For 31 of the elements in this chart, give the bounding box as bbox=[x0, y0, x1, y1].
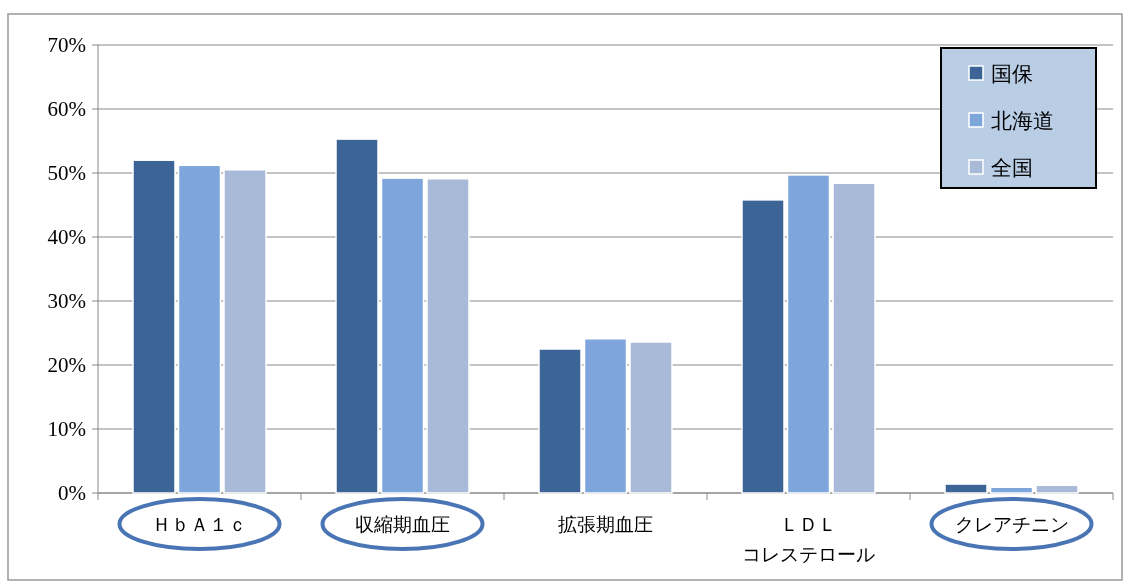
y-tick-label: 30% bbox=[47, 289, 86, 313]
bar bbox=[538, 348, 582, 494]
bar bbox=[832, 182, 876, 494]
bar bbox=[1035, 484, 1079, 494]
bar bbox=[583, 338, 628, 494]
x-tick-label: 拡張期血圧 bbox=[558, 513, 653, 535]
x-tick-label: ＨｂＡ１ｃ bbox=[152, 513, 247, 535]
bar bbox=[944, 483, 988, 494]
bar bbox=[380, 177, 425, 494]
y-tick-label: 70% bbox=[47, 33, 86, 57]
bar bbox=[177, 164, 222, 494]
legend-label: 北海道 bbox=[991, 109, 1054, 133]
x-tick-label: 収縮期血圧 bbox=[355, 513, 450, 535]
y-tick-label: 40% bbox=[47, 225, 86, 249]
y-tick-label: 0% bbox=[58, 481, 86, 505]
x-tick-label: ＬＤＬコレステロール bbox=[742, 513, 875, 565]
y-tick-label: 20% bbox=[47, 353, 86, 377]
y-tick-label: 50% bbox=[47, 161, 86, 185]
x-tick-label: クレアチニン bbox=[954, 513, 1069, 535]
bar bbox=[989, 486, 1034, 494]
bar bbox=[426, 178, 470, 494]
y-tick-label: 60% bbox=[47, 97, 86, 121]
bar bbox=[741, 199, 785, 494]
bar bbox=[132, 159, 176, 494]
y-tick-label: 10% bbox=[47, 417, 86, 441]
legend-label: 全国 bbox=[991, 156, 1033, 180]
bar bbox=[223, 169, 267, 494]
bar bbox=[629, 341, 673, 494]
legend-label: 国保 bbox=[991, 62, 1033, 86]
bar bbox=[335, 138, 379, 494]
bar bbox=[786, 174, 831, 494]
